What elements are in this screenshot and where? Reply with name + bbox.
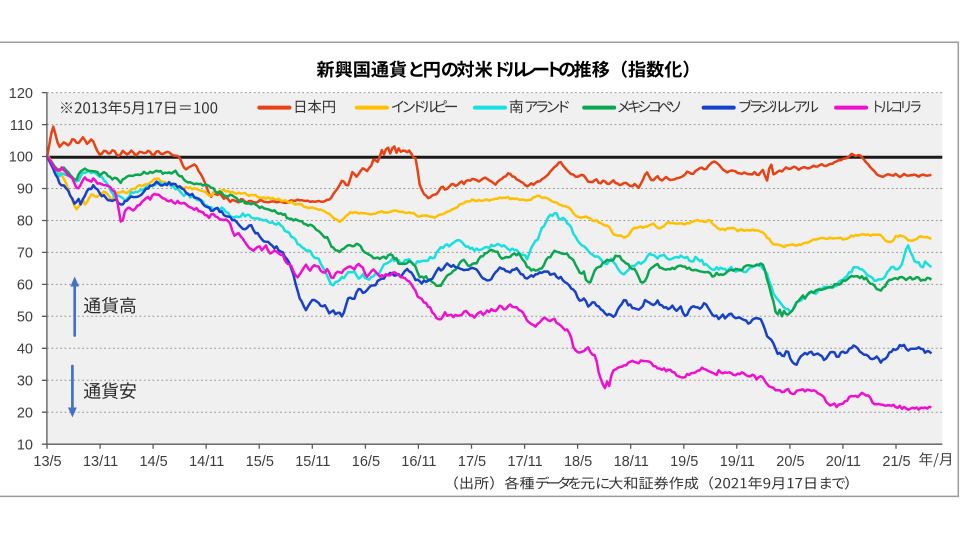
svg-text:70: 70 [17,246,33,262]
svg-text:19/11: 19/11 [720,454,755,470]
svg-text:60: 60 [17,278,33,294]
svg-text:17/5: 17/5 [458,454,486,470]
svg-text:15/5: 15/5 [246,454,274,470]
svg-text:18/5: 18/5 [564,454,592,470]
svg-text:90: 90 [17,182,33,198]
svg-text:16/11: 16/11 [401,454,436,470]
svg-text:10: 10 [17,437,33,453]
svg-text:18/11: 18/11 [614,454,649,470]
svg-text:20/5: 20/5 [776,454,804,470]
svg-text:120: 120 [9,86,33,102]
svg-text:20: 20 [17,405,33,421]
svg-text:30: 30 [17,374,33,390]
svg-text:13/11: 13/11 [83,454,118,470]
svg-text:14/11: 14/11 [189,454,224,470]
svg-text:19/5: 19/5 [670,454,698,470]
svg-text:13/5: 13/5 [33,454,61,470]
svg-text:17/11: 17/11 [507,454,542,470]
svg-text:14/5: 14/5 [139,454,167,470]
svg-text:20/11: 20/11 [826,454,861,470]
svg-text:16/5: 16/5 [352,454,380,470]
svg-text:80: 80 [17,214,33,230]
svg-text:50: 50 [17,310,33,326]
svg-text:21/5: 21/5 [882,454,910,470]
svg-text:15/11: 15/11 [295,454,330,470]
svg-text:40: 40 [17,342,33,358]
svg-text:110: 110 [10,118,33,134]
svg-text:100: 100 [9,150,33,166]
